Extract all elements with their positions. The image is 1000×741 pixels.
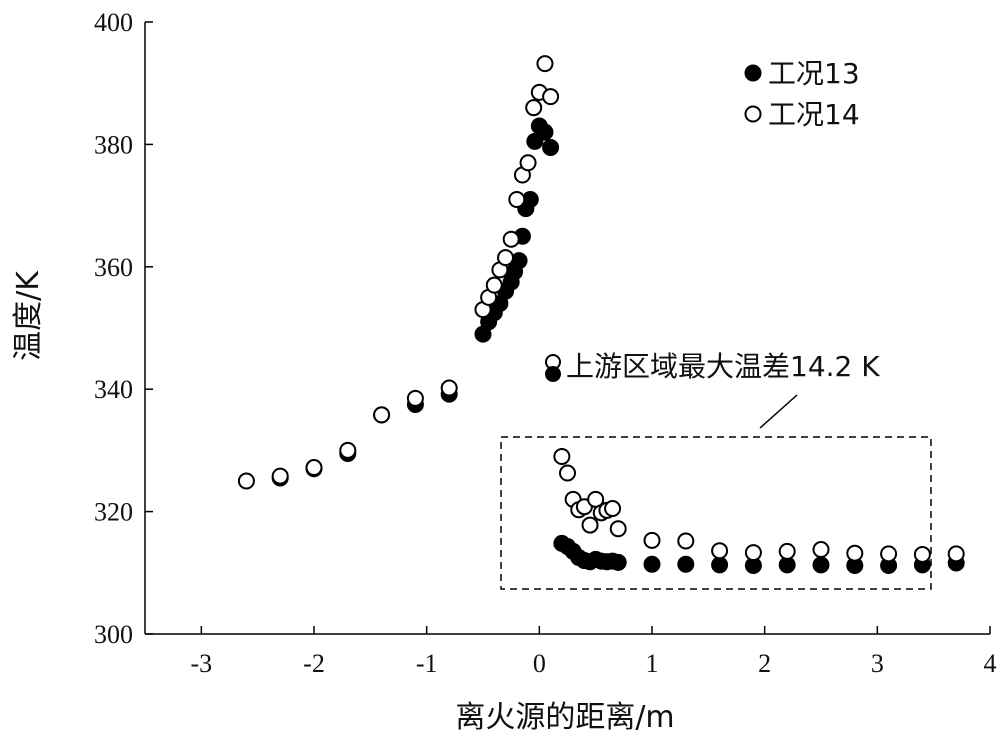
- y-tick-label: 380: [94, 130, 133, 159]
- data-point-series-14: [553, 448, 571, 466]
- data-point-series-13: [812, 556, 830, 574]
- x-tick-label: -2: [303, 649, 325, 678]
- annotation-text: 上游区域最大温差14.2 K: [566, 350, 880, 383]
- data-point-series-14: [559, 464, 576, 482]
- data-point-series-14: [677, 532, 695, 550]
- data-point-series-14: [406, 389, 424, 407]
- y-axis-title: 温度/K: [11, 270, 46, 361]
- data-point-series-14: [525, 99, 543, 117]
- data-point-series-14: [846, 544, 864, 562]
- x-tick-label: 3: [871, 649, 884, 678]
- data-point-series-14: [947, 545, 965, 563]
- ticks: -3 -2 -1 0 1 2 3 4 300 320 340 360 380 400: [94, 8, 997, 678]
- data-point-series-14: [502, 230, 520, 248]
- x-tick-label: 1: [646, 649, 659, 678]
- data-point-series-14: [711, 542, 729, 560]
- data-point-series-14: [609, 520, 627, 538]
- data-point-series-13: [643, 555, 661, 573]
- y-tick-label: 400: [94, 8, 133, 37]
- data-point-series-14: [778, 542, 796, 560]
- data-point-series-14: [373, 406, 391, 424]
- annotation-marker-filled: [545, 366, 561, 382]
- x-tick-label: 0: [533, 649, 546, 678]
- annotation-leader-line: [759, 394, 798, 429]
- x-tick-label: 4: [984, 649, 997, 678]
- data-point-series-14: [643, 531, 661, 549]
- y-tick-label: 300: [94, 620, 133, 649]
- data-point-series-14: [812, 541, 830, 559]
- data-points: [237, 55, 965, 574]
- annotation: 上游区域最大温差14.2 K: [500, 350, 932, 590]
- data-point-series-14: [485, 276, 503, 294]
- legend: 工况13 工况14: [744, 57, 860, 131]
- annotation-box: [500, 436, 932, 590]
- y-tick-label: 320: [94, 498, 133, 527]
- data-point-series-14: [744, 544, 762, 562]
- data-point-series-14: [913, 545, 931, 563]
- data-point-series-14: [271, 467, 289, 485]
- data-point-series-14: [508, 190, 526, 208]
- x-tick-label: 2: [758, 649, 771, 678]
- x-axis-title: 离火源的距离/m: [455, 700, 674, 735]
- data-point-series-14: [581, 516, 599, 534]
- legend-label-series-14: 工况14: [768, 98, 860, 131]
- data-point-series-14: [440, 379, 458, 397]
- data-point-series-14: [604, 500, 622, 518]
- data-point-series-14: [542, 88, 560, 106]
- data-point-series-14: [519, 154, 537, 172]
- data-point-series-13: [536, 123, 554, 141]
- data-point-series-13: [510, 252, 528, 270]
- data-point-series-13: [609, 553, 627, 571]
- legend-marker-series-14: [744, 105, 762, 123]
- data-point-series-14: [339, 441, 357, 459]
- x-tick-label: -1: [416, 649, 438, 678]
- data-point-series-13: [677, 555, 695, 573]
- legend-marker-series-13: [744, 64, 762, 82]
- data-point-series-13: [711, 556, 729, 574]
- y-tick-label: 340: [94, 375, 133, 404]
- axes: [144, 22, 990, 635]
- data-point-series-14: [536, 55, 554, 73]
- data-point-series-14: [305, 459, 323, 477]
- data-point-series-14: [237, 472, 255, 490]
- data-point-series-14: [880, 545, 898, 563]
- data-point-series-13: [542, 138, 560, 156]
- x-tick-label: -3: [190, 649, 212, 678]
- legend-label-series-13: 工况13: [768, 57, 860, 90]
- data-point-series-14: [497, 249, 515, 267]
- y-tick-label: 360: [94, 253, 133, 282]
